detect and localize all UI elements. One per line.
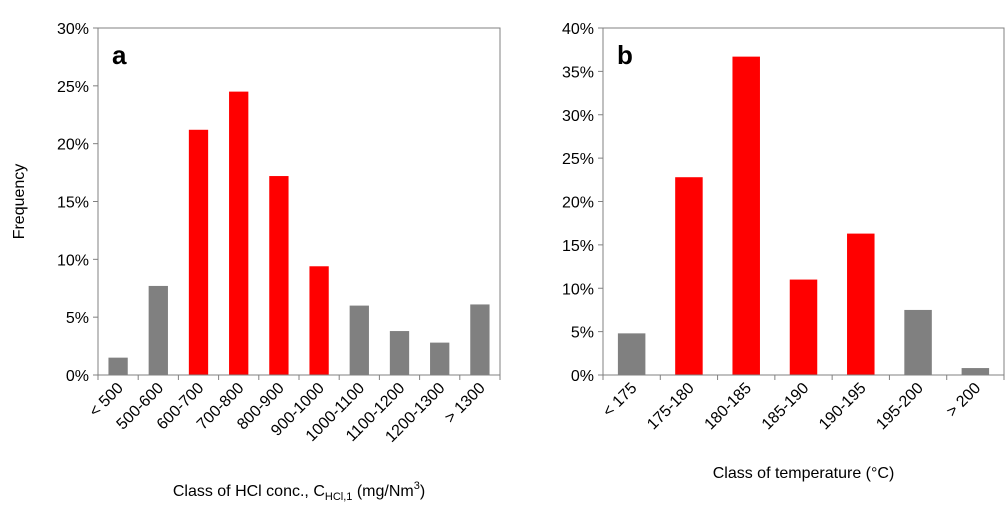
- bar: [108, 357, 128, 375]
- plot-frame: [602, 27, 1005, 376]
- y-tick-label: 30%: [57, 21, 89, 38]
- y-tick-label: 5%: [571, 325, 594, 342]
- bar: [789, 279, 818, 375]
- y-tick-label: 25%: [562, 151, 594, 168]
- bar: [904, 309, 932, 375]
- bar: [961, 368, 990, 375]
- y-tick-label: 0%: [571, 368, 594, 385]
- x-axis-title-text: Class of HCl conc., C: [173, 483, 325, 500]
- x-tick-label: > 200: [944, 380, 985, 421]
- bar: [389, 331, 410, 375]
- y-tick-label: 40%: [562, 21, 594, 38]
- bar: [188, 129, 209, 375]
- bar: [675, 177, 703, 375]
- x-axis-title-close: ): [420, 483, 425, 500]
- x-tick-label: < 175: [600, 380, 641, 421]
- x-axis-title: Class of temperature (°C): [713, 465, 895, 482]
- y-tick-label: 15%: [562, 238, 594, 255]
- bar: [470, 304, 490, 375]
- y-tick-label: 15%: [57, 195, 89, 212]
- x-tick-label: > 1300: [442, 380, 489, 427]
- x-tick-label: 185-190: [759, 380, 813, 434]
- x-axis-title-sup: 3: [414, 480, 420, 492]
- bar: [229, 91, 249, 375]
- x-axis-title-unit: (mg/Nm: [352, 483, 413, 500]
- plot-frame: [97, 27, 501, 376]
- x-axis-title-sub: HCl,1: [325, 491, 353, 503]
- bar: [617, 333, 646, 375]
- bar: [732, 56, 760, 375]
- y-tick-label: 0%: [66, 368, 89, 385]
- x-axis-title: Class of HCl conc., CHCl,1 (mg/Nm3): [173, 480, 425, 503]
- y-tick-label: 10%: [57, 252, 89, 269]
- y-tick-label: 10%: [562, 281, 594, 298]
- x-tick-label: 180-185: [702, 380, 756, 434]
- y-tick-label: 20%: [57, 137, 89, 154]
- x-axis-title-text: Class of temperature (°C): [713, 465, 895, 482]
- panel-label: b: [617, 40, 633, 70]
- bar: [309, 266, 329, 375]
- y-tick-label: 30%: [562, 108, 594, 125]
- bar: [847, 233, 875, 375]
- y-tick-label: 25%: [57, 79, 89, 96]
- bar: [148, 285, 168, 375]
- bar: [269, 176, 289, 375]
- y-tick-label: 35%: [562, 64, 594, 81]
- bar: [349, 305, 369, 375]
- y-tick-label: 5%: [66, 310, 89, 327]
- panel-label: a: [112, 40, 127, 70]
- x-tick-label: 190-195: [816, 380, 870, 434]
- x-tick-label: 175-180: [644, 380, 698, 434]
- x-tick-label: 195-200: [873, 380, 927, 434]
- y-tick-label: 20%: [562, 195, 594, 212]
- y-axis-title: Frequency: [11, 164, 28, 240]
- bar: [430, 342, 450, 375]
